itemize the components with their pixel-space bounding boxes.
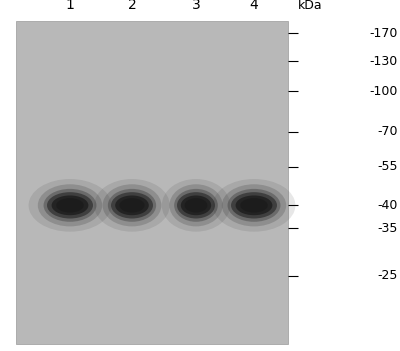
- Ellipse shape: [108, 189, 156, 222]
- Ellipse shape: [120, 198, 145, 213]
- Text: -70: -70: [378, 125, 398, 138]
- Ellipse shape: [29, 179, 111, 232]
- Ellipse shape: [111, 192, 153, 218]
- Text: -25: -25: [378, 269, 398, 282]
- Ellipse shape: [56, 198, 84, 213]
- Ellipse shape: [162, 179, 230, 232]
- Ellipse shape: [228, 189, 280, 222]
- Ellipse shape: [222, 184, 286, 226]
- Bar: [16, 21, 288, 344]
- Ellipse shape: [185, 198, 208, 213]
- Ellipse shape: [236, 196, 272, 215]
- Text: 1: 1: [66, 0, 74, 12]
- Ellipse shape: [177, 192, 215, 218]
- Ellipse shape: [174, 189, 218, 222]
- Ellipse shape: [38, 184, 102, 226]
- Ellipse shape: [94, 179, 170, 232]
- Ellipse shape: [102, 184, 162, 226]
- Text: kDa: kDa: [298, 0, 323, 12]
- Ellipse shape: [213, 179, 295, 232]
- Ellipse shape: [52, 196, 88, 215]
- Text: -40: -40: [378, 199, 398, 212]
- Text: -100: -100: [370, 85, 398, 98]
- Ellipse shape: [240, 198, 268, 213]
- Text: 3: 3: [192, 0, 200, 12]
- Ellipse shape: [47, 192, 93, 218]
- Text: -35: -35: [378, 221, 398, 235]
- Text: 2: 2: [128, 0, 136, 12]
- Text: 4: 4: [250, 0, 258, 12]
- Text: -130: -130: [370, 55, 398, 68]
- Ellipse shape: [231, 192, 277, 218]
- Ellipse shape: [44, 189, 96, 222]
- Text: -55: -55: [378, 160, 398, 173]
- Text: -170: -170: [370, 27, 398, 40]
- Ellipse shape: [115, 196, 149, 215]
- Ellipse shape: [170, 184, 223, 226]
- Ellipse shape: [181, 196, 211, 215]
